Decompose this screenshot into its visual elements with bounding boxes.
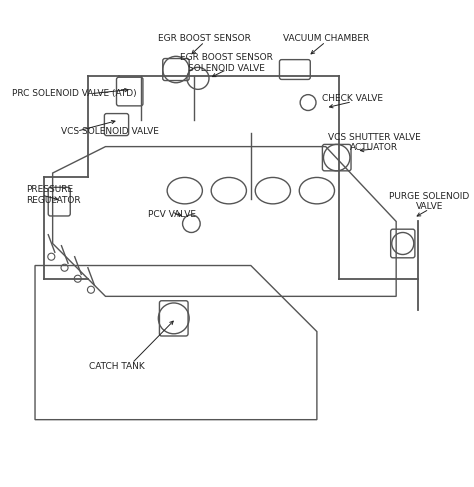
Text: VCS SHUTTER VALVE
ACTUATOR: VCS SHUTTER VALVE ACTUATOR: [328, 132, 420, 152]
Text: PRC SOLENOID VALVE (ATD): PRC SOLENOID VALVE (ATD): [12, 89, 137, 98]
Text: PURGE SOLENOID
VALVE: PURGE SOLENOID VALVE: [389, 192, 469, 211]
Text: PCV VALVE: PCV VALVE: [147, 210, 196, 219]
Text: EGR BOOST SENSOR: EGR BOOST SENSOR: [158, 34, 251, 43]
Text: VCS SOLENOID VALVE: VCS SOLENOID VALVE: [62, 127, 159, 136]
Text: CHECK VALVE: CHECK VALVE: [322, 94, 383, 103]
Text: PRESSURE
REGULATOR: PRESSURE REGULATOR: [26, 186, 81, 205]
Text: VACUUM CHAMBER: VACUUM CHAMBER: [283, 34, 369, 43]
Text: CATCH TANK: CATCH TANK: [89, 362, 145, 371]
Text: EGR BOOST SENSOR
SOLENOID VALVE: EGR BOOST SENSOR SOLENOID VALVE: [180, 53, 273, 73]
